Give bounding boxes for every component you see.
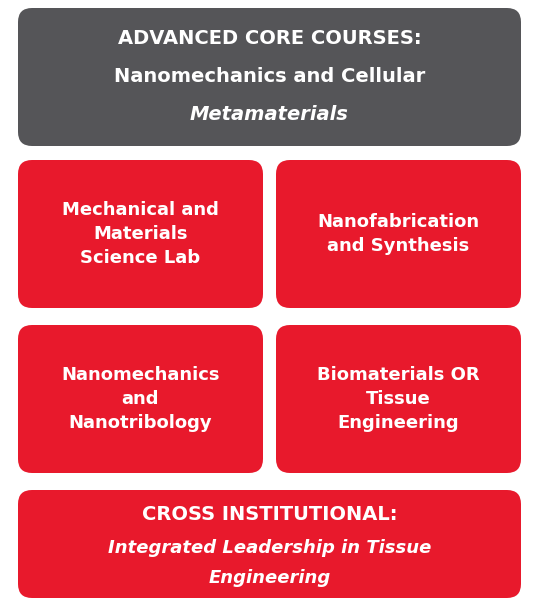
Text: ADVANCED CORE COURSES:: ADVANCED CORE COURSES:	[118, 28, 421, 48]
Text: Nanomechanics and Cellular: Nanomechanics and Cellular	[114, 67, 425, 85]
Text: Nanomechanics
and
Nanotribology: Nanomechanics and Nanotribology	[61, 367, 220, 431]
FancyBboxPatch shape	[18, 8, 521, 146]
FancyBboxPatch shape	[18, 160, 263, 308]
FancyBboxPatch shape	[276, 325, 521, 473]
Text: Mechanical and
Materials
Science Lab: Mechanical and Materials Science Lab	[62, 201, 219, 267]
Text: Integrated Leadership in Tissue: Integrated Leadership in Tissue	[108, 539, 431, 557]
Text: CROSS INSTITUTIONAL:: CROSS INSTITUTIONAL:	[142, 505, 397, 523]
FancyBboxPatch shape	[276, 160, 521, 308]
FancyBboxPatch shape	[18, 490, 521, 598]
Text: Biomaterials OR
Tissue
Engineering: Biomaterials OR Tissue Engineering	[317, 367, 480, 431]
Text: Engineering: Engineering	[209, 569, 330, 587]
Text: Nanofabrication
and Synthesis: Nanofabrication and Synthesis	[317, 213, 480, 255]
Text: Metamaterials: Metamaterials	[190, 105, 349, 123]
FancyBboxPatch shape	[18, 325, 263, 473]
